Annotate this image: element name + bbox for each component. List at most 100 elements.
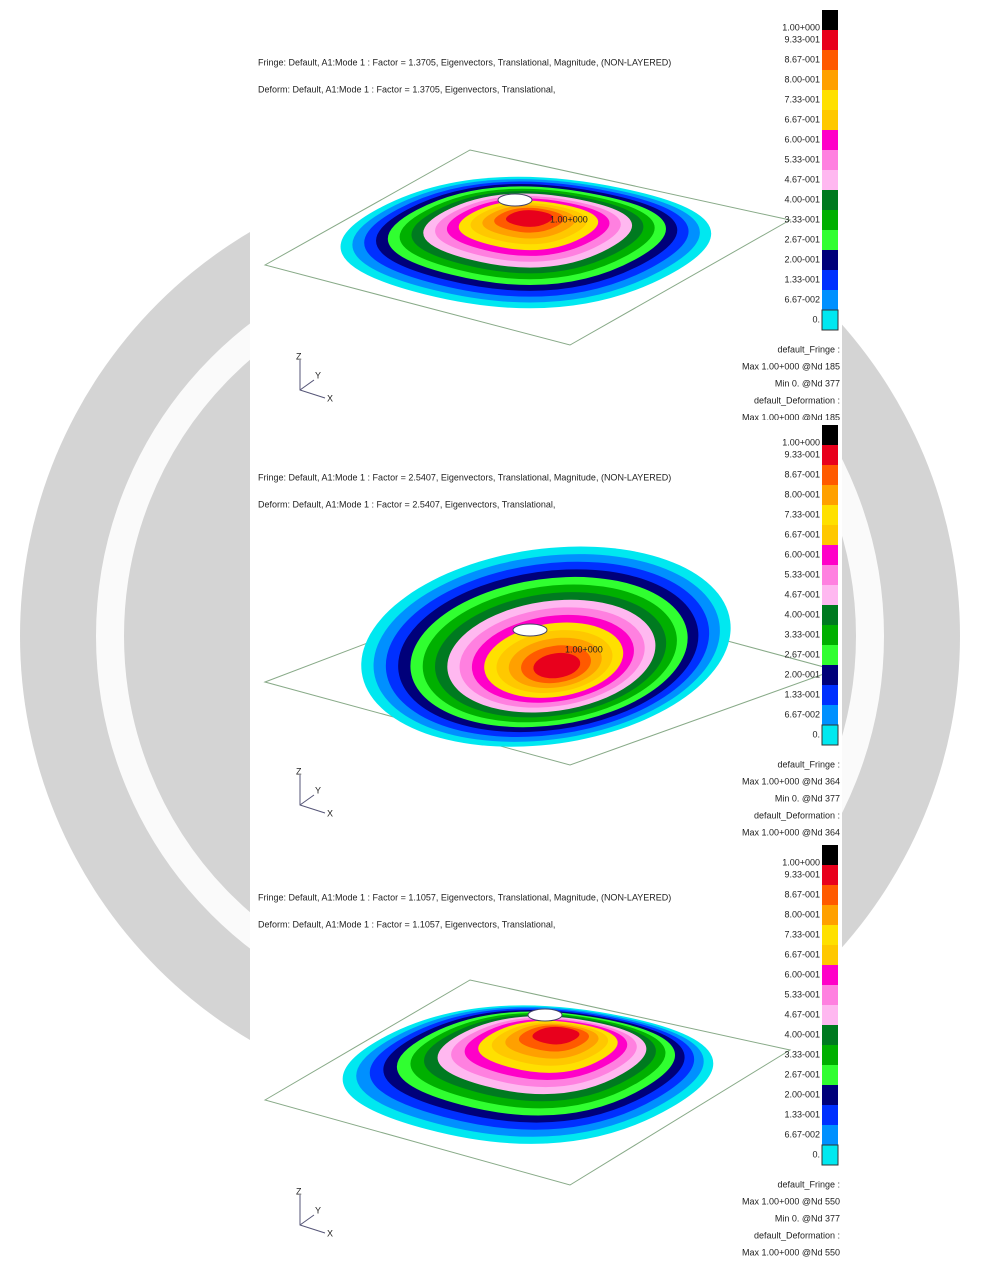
legend-swatch bbox=[822, 545, 838, 565]
legend-label: 6.67-001 bbox=[784, 949, 820, 959]
result-panel: Fringe: Default, A1:Mode 1 : Factor = 2.… bbox=[250, 420, 842, 840]
legend-label: 1.33-001 bbox=[784, 1109, 820, 1119]
result-panel: Fringe: Default, A1:Mode 1 : Factor = 1.… bbox=[250, 840, 842, 1268]
axis-label: Y bbox=[315, 785, 321, 795]
info-line: Max 1.00+000 @Nd 550 bbox=[742, 1247, 840, 1257]
legend-label: 6.67-001 bbox=[784, 529, 820, 539]
legend-swatch bbox=[822, 925, 838, 945]
legend-swatch bbox=[822, 485, 838, 505]
legend-swatch bbox=[822, 565, 838, 585]
legend-swatch bbox=[822, 865, 838, 885]
axis-label: Y bbox=[315, 1205, 321, 1215]
legend-label: 6.67-002 bbox=[784, 294, 820, 304]
deform-title: Deform: Default, A1:Mode 1 : Factor = 2.… bbox=[258, 499, 555, 509]
legend-label: 9.33-001 bbox=[784, 869, 820, 879]
legend-label: 8.67-001 bbox=[784, 54, 820, 64]
legend-swatch bbox=[822, 465, 838, 485]
legend-swatch bbox=[822, 190, 838, 210]
info-line: Min 0. @Nd 377 bbox=[775, 378, 840, 388]
legend-label: 2.00-001 bbox=[784, 254, 820, 264]
legend-label: 4.00-001 bbox=[784, 609, 820, 619]
legend-swatch bbox=[822, 965, 838, 985]
legend-swatch bbox=[822, 1125, 838, 1145]
legend-label: 4.67-001 bbox=[784, 589, 820, 599]
legend-label: 9.33-001 bbox=[784, 449, 820, 459]
axis-label: X bbox=[327, 393, 333, 403]
legend-swatch bbox=[822, 985, 838, 1005]
legend-label: 4.67-001 bbox=[784, 174, 820, 184]
legend-label: 5.33-001 bbox=[784, 154, 820, 164]
legend-label: 4.67-001 bbox=[784, 1009, 820, 1019]
legend-swatch bbox=[822, 625, 838, 645]
max-marker: 1.00+000 bbox=[565, 644, 603, 654]
axis-label: X bbox=[327, 1228, 333, 1238]
legend-swatch bbox=[822, 50, 838, 70]
legend-swatch bbox=[822, 70, 838, 90]
legend-label: 2.00-001 bbox=[784, 1089, 820, 1099]
legend-label: 2.67-001 bbox=[784, 1069, 820, 1079]
legend-swatch bbox=[822, 605, 838, 625]
legend-label: 7.33-001 bbox=[784, 929, 820, 939]
legend-swatch bbox=[822, 110, 838, 130]
legend-label: 7.33-001 bbox=[784, 509, 820, 519]
legend-swatch bbox=[822, 310, 838, 330]
legend-swatch bbox=[822, 845, 838, 865]
legend-label: 3.33-001 bbox=[784, 214, 820, 224]
legend-label: 3.33-001 bbox=[784, 629, 820, 639]
legend-label: 8.67-001 bbox=[784, 889, 820, 899]
legend-swatch bbox=[822, 170, 838, 190]
legend-label: 6.67-001 bbox=[784, 114, 820, 124]
legend-swatch bbox=[822, 1085, 838, 1105]
legend-label: 8.67-001 bbox=[784, 469, 820, 479]
legend-swatch bbox=[822, 210, 838, 230]
legend-label: 5.33-001 bbox=[784, 569, 820, 579]
legend-label: 3.33-001 bbox=[784, 1049, 820, 1059]
load-patch bbox=[528, 1009, 562, 1021]
info-line: Max 1.00+000 @Nd 364 bbox=[742, 827, 840, 837]
legend-label: 0. bbox=[812, 729, 820, 739]
legend-label: 0. bbox=[812, 1149, 820, 1159]
info-line: Min 0. @Nd 377 bbox=[775, 793, 840, 803]
legend-label: 6.67-002 bbox=[784, 709, 820, 719]
legend-label: 4.00-001 bbox=[784, 1029, 820, 1039]
legend-label: 6.67-002 bbox=[784, 1129, 820, 1139]
axis-label: Z bbox=[296, 1186, 302, 1196]
legend-swatch bbox=[822, 945, 838, 965]
legend-swatch bbox=[822, 905, 838, 925]
legend-swatch bbox=[822, 1145, 838, 1165]
deform-title: Deform: Default, A1:Mode 1 : Factor = 1.… bbox=[258, 919, 555, 929]
legend-swatch bbox=[822, 10, 838, 30]
fringe-title: Fringe: Default, A1:Mode 1 : Factor = 1.… bbox=[258, 57, 671, 67]
legend-label: 6.00-001 bbox=[784, 549, 820, 559]
axis-label: X bbox=[327, 808, 333, 818]
legend-swatch bbox=[822, 290, 838, 310]
legend-label: 9.33-001 bbox=[784, 34, 820, 44]
legend-swatch bbox=[822, 130, 838, 150]
legend-swatch bbox=[822, 250, 838, 270]
legend-label: 0. bbox=[812, 314, 820, 324]
legend-label: 7.33-001 bbox=[784, 94, 820, 104]
legend-swatch bbox=[822, 1025, 838, 1045]
legend-swatch bbox=[822, 525, 838, 545]
info-line: Max 1.00+000 @Nd 550 bbox=[742, 1196, 840, 1206]
legend-swatch bbox=[822, 1065, 838, 1085]
legend-swatch bbox=[822, 705, 838, 725]
axis-label: Z bbox=[296, 766, 302, 776]
result-panel: Fringe: Default, A1:Mode 1 : Factor = 1.… bbox=[250, 5, 842, 423]
legend-swatch bbox=[822, 1005, 838, 1025]
legend-swatch bbox=[822, 505, 838, 525]
legend-swatch bbox=[822, 90, 838, 110]
page: Fringe: Default, A1:Mode 1 : Factor = 1.… bbox=[0, 0, 981, 1272]
legend-swatch bbox=[822, 30, 838, 50]
legend-label: 1.00+000 bbox=[782, 22, 820, 32]
legend-swatch bbox=[822, 270, 838, 290]
info-line: Min 0. @Nd 377 bbox=[775, 1213, 840, 1223]
legend-label: 1.00+000 bbox=[782, 437, 820, 447]
legend-swatch bbox=[822, 685, 838, 705]
legend-label: 4.00-001 bbox=[784, 194, 820, 204]
legend-swatch bbox=[822, 425, 838, 445]
legend-label: 1.33-001 bbox=[784, 689, 820, 699]
legend-label: 8.00-001 bbox=[784, 909, 820, 919]
axis-label: Y bbox=[315, 370, 321, 380]
fringe-title: Fringe: Default, A1:Mode 1 : Factor = 1.… bbox=[258, 892, 671, 902]
